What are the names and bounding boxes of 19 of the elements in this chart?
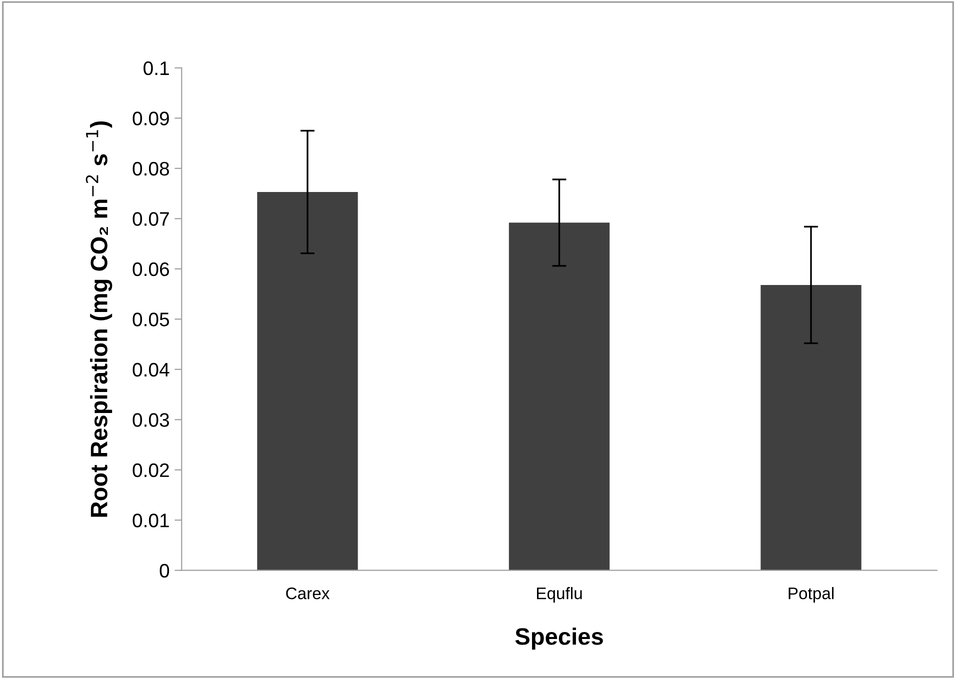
y-tick-label: 0.01: [132, 514, 169, 528]
bar: [508, 222, 610, 570]
bar: [760, 284, 862, 570]
x-tick-label: Potpal: [788, 587, 834, 603]
x-axis-title: Species: [515, 628, 603, 650]
y-tick-label: 0.06: [132, 262, 169, 276]
y-tick-label: 0.04: [132, 362, 170, 377]
y-tick-label: 0: [160, 564, 170, 578]
y-tick-label: 0.03: [132, 413, 169, 427]
bar: [257, 192, 358, 570]
y-tick-label: 0.09: [132, 112, 169, 126]
x-tick-label: Equflu: [537, 587, 582, 603]
y-axis-title: Root Respiration (mg CO₂ m$^{−2}$ s$^{−1}$): [86, 121, 112, 517]
y-tick-label: 0.07: [132, 212, 169, 226]
y-tick-label: 0.05: [132, 312, 170, 326]
y-tick-label: 0.08: [132, 162, 169, 176]
x-tick-label: Carex: [286, 587, 330, 600]
y-tick-label: 0.02: [132, 463, 169, 478]
y-tick-label: 0.1: [144, 61, 169, 76]
